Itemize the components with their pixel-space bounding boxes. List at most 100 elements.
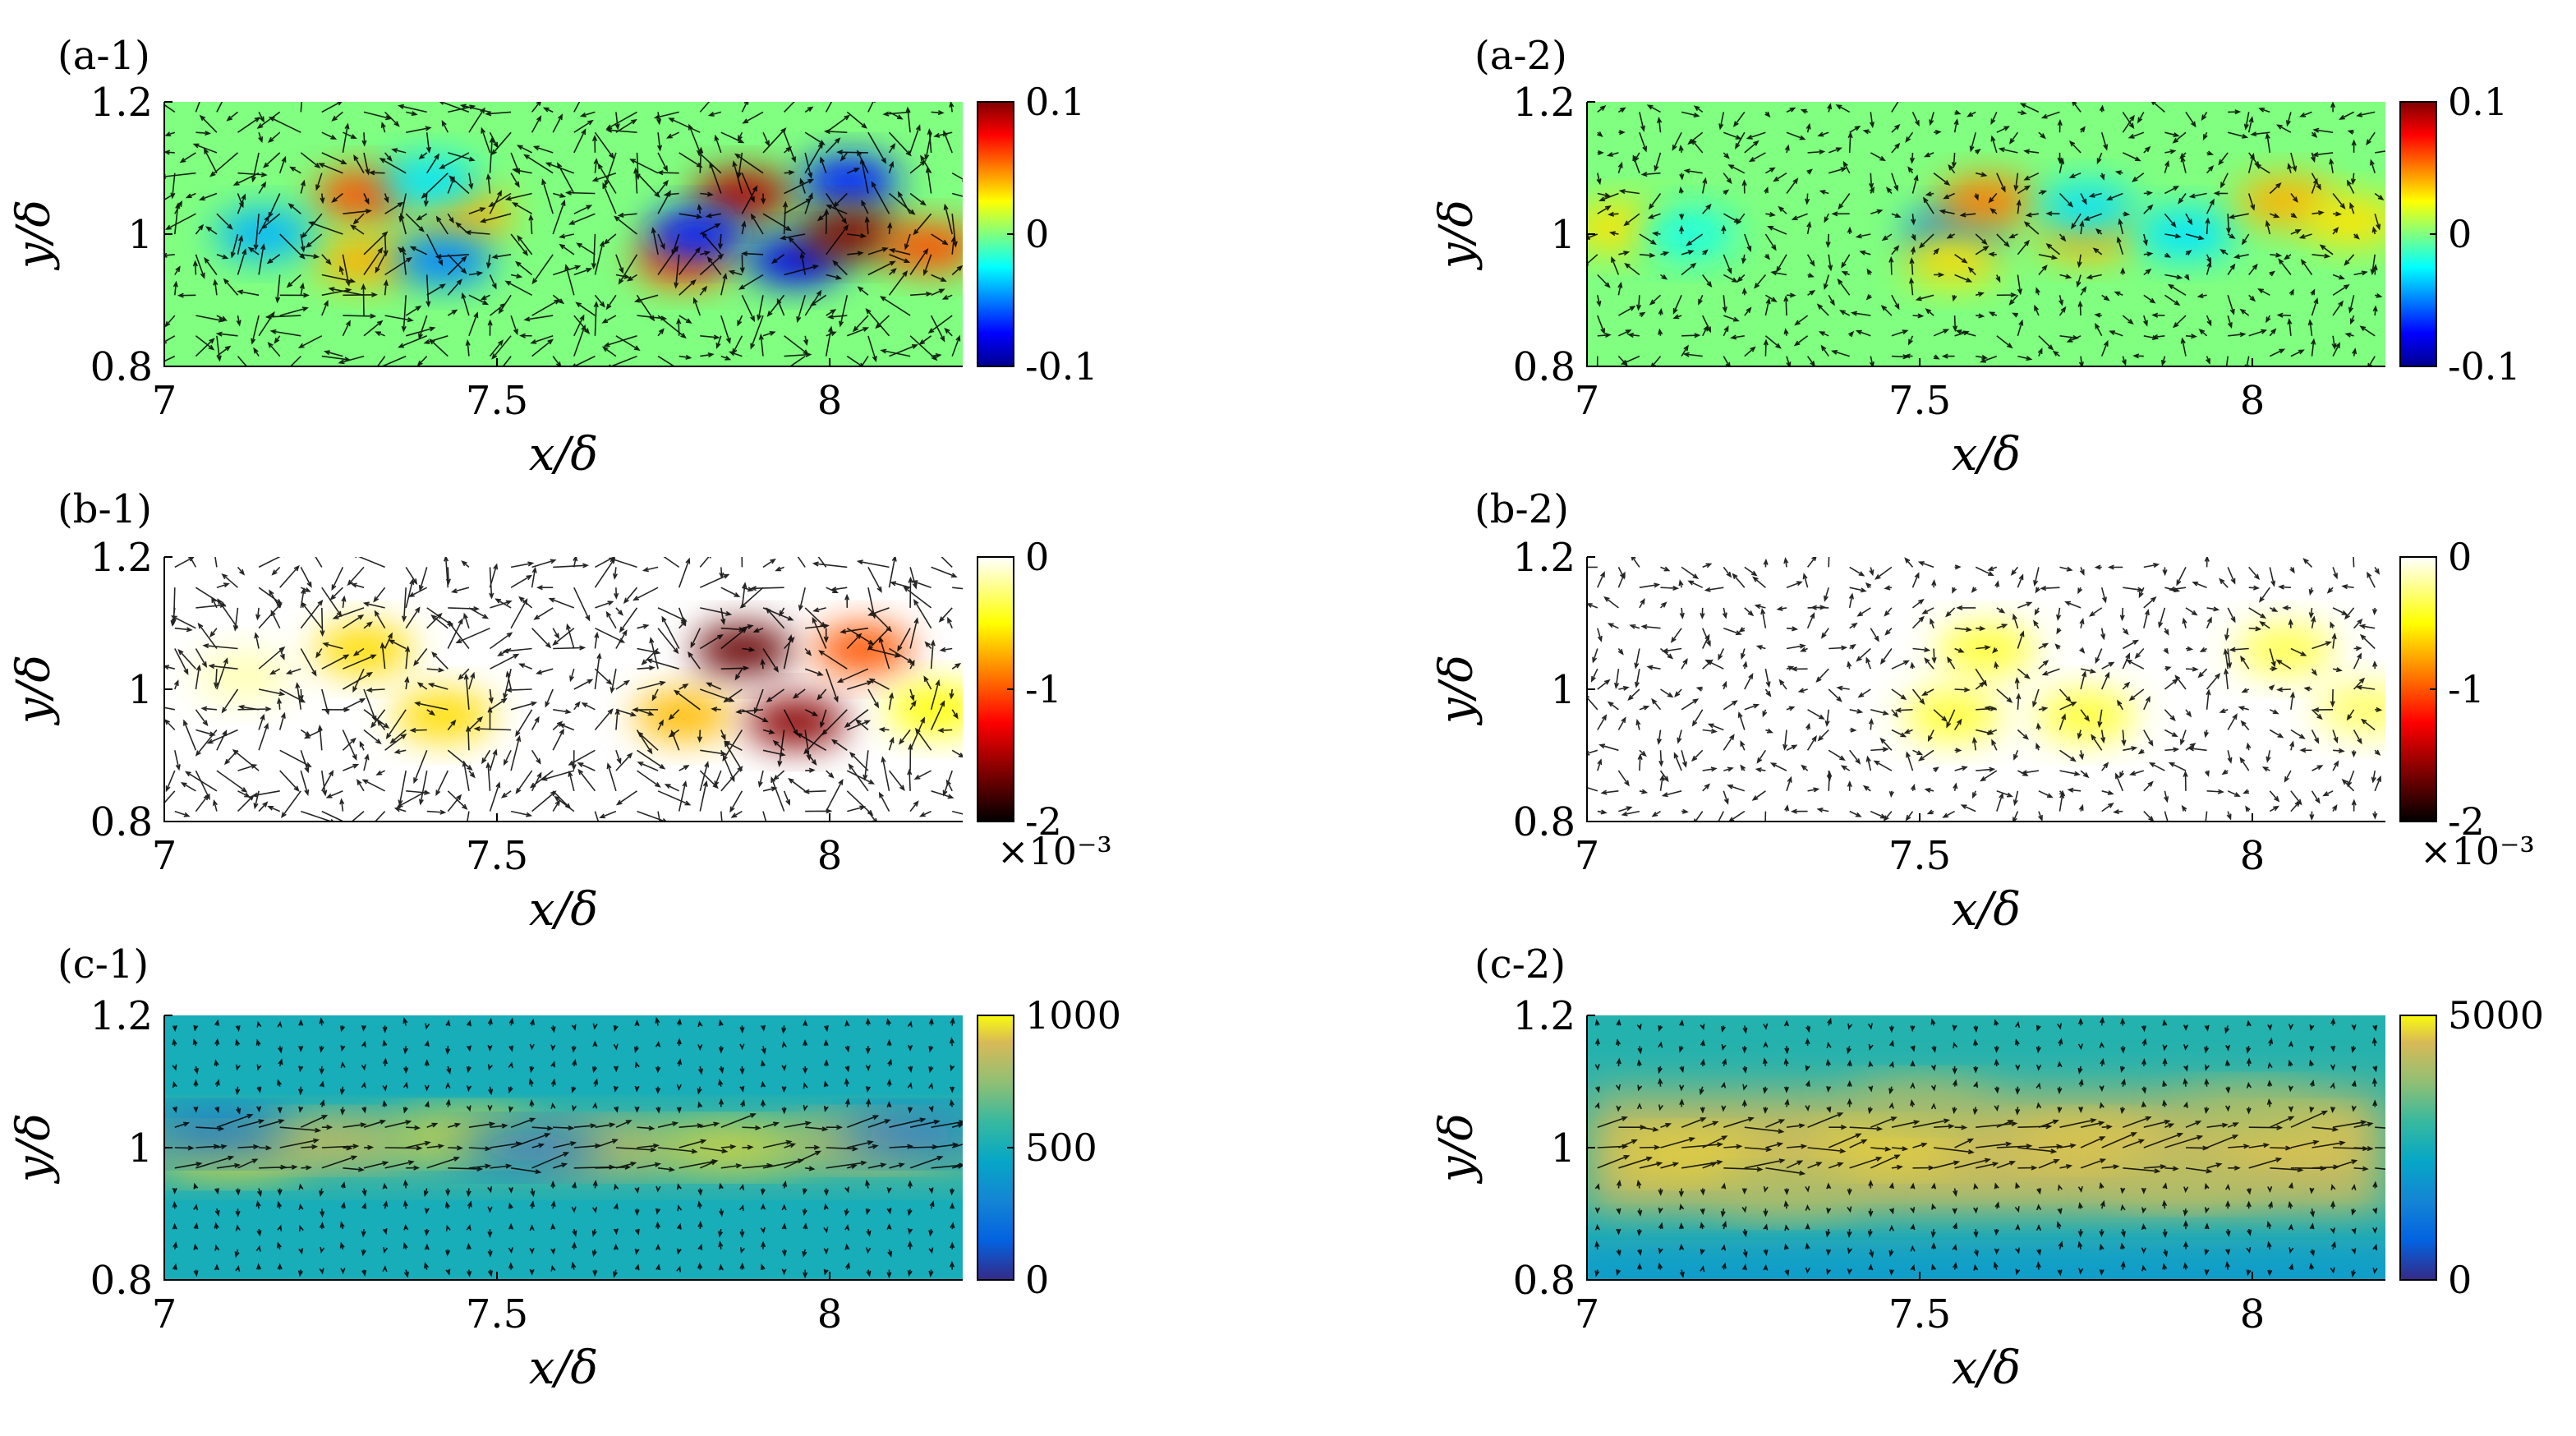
quiver-arrow — [804, 142, 824, 174]
quiver-arrow — [541, 178, 554, 214]
quiver-arrow — [2270, 213, 2280, 219]
quiver-arrow — [2067, 787, 2082, 793]
quiver-arrow — [255, 1245, 261, 1252]
quiver-arrow — [1786, 665, 1795, 671]
quiver-arrow — [707, 111, 722, 117]
quiver-arrow — [319, 1080, 324, 1088]
quiver-arrow — [2331, 633, 2337, 649]
quiver-arrow — [174, 627, 193, 633]
quiver-arrow — [847, 251, 864, 256]
quiver-arrow — [1754, 274, 1767, 289]
quiver-arrow — [301, 1144, 319, 1150]
quiver-arrow — [1658, 750, 1664, 767]
quiver-arrow — [1839, 310, 1851, 316]
quiver-arrow — [1831, 211, 1850, 217]
quiver-arrow — [1888, 255, 1894, 275]
quiver-arrow — [1934, 272, 1945, 278]
quiver-arrow — [1994, 580, 2000, 588]
quiver-arrow — [581, 702, 596, 711]
quiver-arrow — [1764, 294, 1778, 302]
quiver-arrow — [928, 1187, 934, 1194]
quiver-arrow — [1855, 329, 1871, 337]
quiver-arrow — [2330, 1064, 2336, 1071]
quiver-arrow — [2299, 111, 2312, 117]
quiver-arrow — [724, 740, 743, 771]
quiver-arrow — [714, 134, 722, 154]
quiver-arrow — [2032, 688, 2040, 708]
quiver-arrow — [1990, 112, 1998, 126]
quiver-arrow — [279, 770, 300, 792]
quiver-arrow — [867, 607, 890, 616]
quiver-arrow — [2371, 1037, 2377, 1047]
quiver-arrow — [1910, 1025, 1916, 1033]
quiver-arrow — [699, 573, 730, 588]
quiver-arrow — [632, 706, 659, 713]
quiver-arrow — [216, 345, 232, 357]
quiver-arrow — [717, 233, 724, 251]
quiver-arrow — [2008, 233, 2018, 239]
quiver-arrow — [1784, 144, 1790, 154]
quiver-arrow — [867, 1119, 891, 1128]
quiver-arrow — [1988, 311, 1998, 317]
quiver-arrow — [2333, 748, 2345, 753]
quiver-arrow — [867, 567, 882, 593]
quiver-arrow — [468, 311, 479, 337]
quiver-arrow — [2220, 173, 2229, 189]
quiver-arrow — [2017, 573, 2024, 588]
quiver-arrow — [2058, 1038, 2063, 1047]
quiver-arrow — [2290, 729, 2306, 739]
quiver-arrow — [1910, 1245, 1916, 1252]
quiver-arrow — [1976, 313, 1985, 319]
quiver-arrow — [1891, 660, 1910, 670]
quiver-arrow — [413, 648, 428, 667]
quiver-arrow — [820, 709, 827, 729]
quiver-arrow — [1925, 308, 1934, 316]
quiver-arrow — [1681, 566, 1700, 580]
quiver-arrow — [823, 1203, 829, 1210]
quiver-arrow — [2227, 750, 2233, 764]
quiver-arrow — [1971, 587, 1977, 593]
quiver-arrow — [529, 1098, 535, 1107]
quiver-arrow — [2227, 607, 2236, 624]
quiver-arrow — [1976, 172, 1988, 177]
quiver-arrow — [447, 309, 458, 316]
quiver-arrow — [950, 236, 956, 255]
quiver-arrow — [446, 1065, 452, 1075]
quiver-arrow — [1659, 601, 1668, 609]
quiver-arrow — [2068, 140, 2082, 154]
quiver-arrow — [571, 750, 577, 771]
quiver-arrow — [1700, 1107, 1705, 1114]
quiver-arrow — [2017, 110, 2027, 116]
quiver-arrow — [258, 181, 267, 194]
quiver-arrow — [343, 209, 372, 214]
quiver-arrow — [2282, 605, 2291, 610]
quiver-arrow — [235, 1208, 241, 1217]
quiver-arrow — [363, 729, 382, 744]
quiver-arrow — [571, 1024, 577, 1031]
quiver-arrow — [2351, 1046, 2357, 1053]
quiver-arrow — [2013, 749, 2019, 761]
quiver-arrow — [1597, 714, 1608, 730]
quiver-arrow — [573, 102, 581, 113]
quiver-arrow — [164, 131, 176, 136]
quiver-arrow — [321, 1155, 358, 1169]
quiver-arrow — [2101, 294, 2110, 301]
quiver-arrow — [2057, 1061, 2063, 1068]
quiver-arrow — [1597, 105, 1607, 113]
quiver-arrow — [1826, 1085, 1832, 1093]
quiver-arrow — [696, 150, 722, 174]
quiver-arrow — [1841, 271, 1851, 276]
quiver-arrow — [1849, 622, 1858, 629]
quiver-arrow — [2185, 646, 2194, 651]
colorbar-exponent: ×10⁻³ — [997, 829, 1112, 873]
quiver-arrow — [2330, 1200, 2336, 1209]
quiver-arrow — [668, 709, 680, 720]
quiver-arrow — [931, 790, 954, 799]
quiver-arrow — [2310, 1208, 2316, 1218]
quiver-arrow — [2164, 149, 2177, 154]
quiver-arrow — [320, 1099, 325, 1107]
quiver-arrow — [1635, 295, 1642, 311]
quiver-arrow — [2206, 260, 2212, 275]
quiver-arrow — [1723, 1144, 1743, 1149]
quiver-arrow — [889, 1144, 914, 1149]
